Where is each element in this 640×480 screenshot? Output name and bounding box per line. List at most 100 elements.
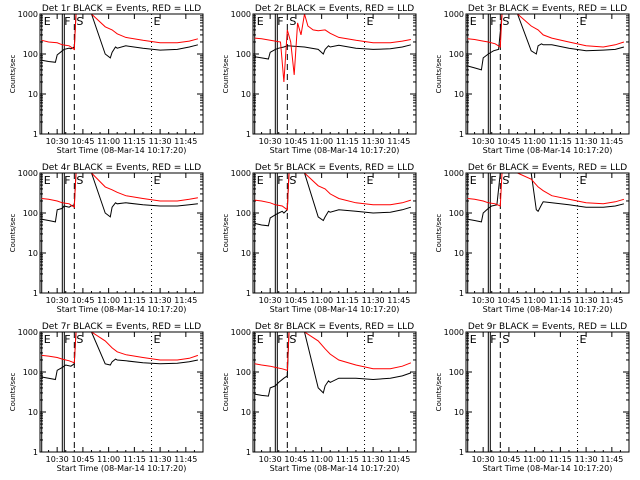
x-axis-label: Start Time (08-Mar-14 10:17:20) <box>270 305 400 314</box>
series-group <box>41 332 199 381</box>
series-group <box>254 332 412 397</box>
x-tick-label: 11:15 <box>336 137 359 146</box>
series-lld-line <box>467 14 625 48</box>
marker-label: E <box>154 15 161 28</box>
marker-label: E <box>367 174 374 187</box>
marker-label: F <box>277 333 283 346</box>
marker-label: E <box>154 174 161 187</box>
marker-label: E <box>580 174 587 187</box>
marker-label: F <box>64 15 70 28</box>
plot-frame <box>252 172 417 294</box>
marker-label: E <box>470 15 477 28</box>
y-tick-label: 100 <box>23 50 38 59</box>
marker-label: S <box>289 15 296 28</box>
x-axis-label: Start Time (08-Mar-14 10:17:20) <box>57 146 187 155</box>
marker-label: S <box>502 333 509 346</box>
y-axis-label: Counts/sec <box>9 373 17 412</box>
marker-label: E <box>44 174 51 187</box>
y-tick-label: 10 <box>28 408 38 417</box>
x-tick-label: 11:30 <box>362 455 385 464</box>
y-tick-label: 100 <box>236 50 251 59</box>
y-tick-label: 100 <box>449 50 464 59</box>
chart-title: Det 8r BLACK = Events, RED = LLD <box>255 322 414 332</box>
x-tick-label: 11:30 <box>149 137 172 146</box>
marker-label: E <box>257 174 264 187</box>
plot-frame <box>39 172 204 294</box>
series-group <box>41 173 198 223</box>
x-tick-label: 10:30 <box>46 296 69 305</box>
y-tick-label: 10 <box>28 90 38 99</box>
x-tick-label: 10:30 <box>472 137 495 146</box>
y-axis-label: Counts/sec <box>435 55 443 94</box>
marker-label: S <box>289 333 296 346</box>
x-tick-label: 11:00 <box>97 137 120 146</box>
y-axis-label: Counts/sec <box>435 373 443 412</box>
y-tick-label: 1000 <box>18 10 38 19</box>
series-events-line <box>254 44 412 60</box>
x-tick-label: 11:45 <box>174 455 197 464</box>
x-tick-label: 11:45 <box>387 455 410 464</box>
series-group <box>254 173 412 227</box>
y-tick-label: 1 <box>33 448 38 457</box>
marker-label: E <box>154 333 161 346</box>
x-tick-label: 11:30 <box>575 137 598 146</box>
series-group <box>41 14 199 63</box>
y-tick-label: 1 <box>459 289 464 298</box>
x-tick-label: 11:30 <box>149 296 172 305</box>
x-tick-label: 10:45 <box>71 296 94 305</box>
x-axis-label: Start Time (08-Mar-14 10:17:20) <box>483 305 613 314</box>
y-axis-label: Counts/sec <box>222 55 230 94</box>
y-axis-label: Counts/sec <box>222 214 230 253</box>
y-tick-label: 10 <box>454 90 464 99</box>
y-axis-label: Counts/sec <box>222 373 230 412</box>
y-tick-label: 1000 <box>444 169 464 178</box>
x-tick-label: 10:45 <box>497 455 520 464</box>
marker-label: F <box>490 333 496 346</box>
chart-title: Det 5r BLACK = Events, RED = LLD <box>255 163 414 173</box>
x-tick-label: 11:15 <box>549 455 572 464</box>
series-events-line <box>41 173 198 223</box>
y-tick-label: 1 <box>246 289 251 298</box>
x-tick-label: 11:00 <box>97 296 120 305</box>
series-events-line <box>254 173 412 227</box>
x-axis-label: Start Time (08-Mar-14 10:17:20) <box>57 305 187 314</box>
series-lld-line <box>467 173 625 207</box>
marker-label: F <box>277 174 283 187</box>
plot-frame <box>39 331 204 453</box>
series-lld-line <box>41 173 198 209</box>
x-tick-label: 11:15 <box>549 296 572 305</box>
marker-label: E <box>44 333 51 346</box>
y-tick-label: 1000 <box>18 328 38 337</box>
x-tick-label: 11:00 <box>97 455 120 464</box>
x-tick-label: 10:30 <box>46 455 69 464</box>
x-tick-label: 11:30 <box>362 296 385 305</box>
y-tick-label: 100 <box>236 368 251 377</box>
x-tick-label: 11:30 <box>149 455 172 464</box>
x-tick-label: 11:00 <box>523 455 546 464</box>
marker-label: S <box>76 174 83 187</box>
x-tick-label: 11:00 <box>523 296 546 305</box>
y-axis-label: Counts/sec <box>9 55 17 94</box>
x-tick-label: 11:15 <box>336 455 359 464</box>
plot-frame <box>252 331 417 453</box>
y-tick-label: 1 <box>459 448 464 457</box>
x-tick-label: 10:45 <box>284 137 307 146</box>
chart-title: Det 1r BLACK = Events, RED = LLD <box>42 4 201 14</box>
x-tick-label: 11:45 <box>387 137 410 146</box>
chart-title: Det 7r BLACK = Events, RED = LLD <box>42 322 201 332</box>
series-group <box>467 14 625 71</box>
series-events-line <box>254 332 412 397</box>
y-tick-label: 1 <box>246 130 251 139</box>
marker-label: F <box>490 15 496 28</box>
x-axis-label: Start Time (08-Mar-14 10:17:20) <box>483 146 613 155</box>
marker-label: F <box>64 174 70 187</box>
series-group <box>254 14 412 83</box>
y-tick-label: 1000 <box>444 328 464 337</box>
y-axis-label: Counts/sec <box>435 214 443 253</box>
marker-label: F <box>64 333 70 346</box>
x-tick-label: 10:30 <box>259 455 282 464</box>
series-group <box>467 173 625 223</box>
x-tick-label: 11:15 <box>123 455 146 464</box>
plot-frame <box>39 13 204 135</box>
x-tick-label: 10:30 <box>472 296 495 305</box>
